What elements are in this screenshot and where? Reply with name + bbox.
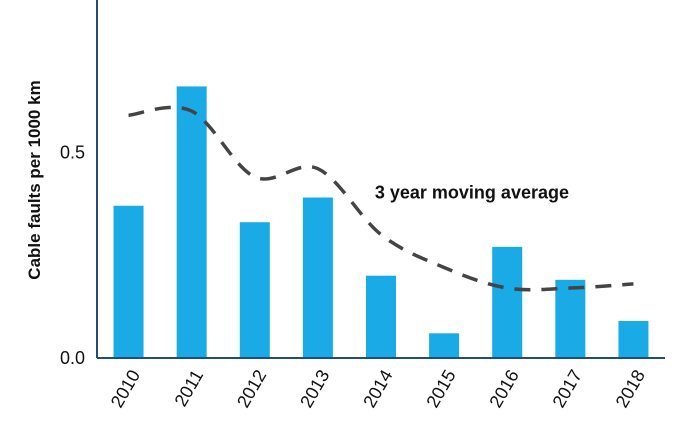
x-tick-label: 2018: [612, 366, 649, 411]
moving-average-line: [128, 105, 634, 292]
y-tick-label: 0.0: [60, 348, 85, 368]
x-tick-label: 2010: [107, 366, 144, 411]
x-tick-label: 2015: [422, 366, 459, 411]
y-axis-ticks: 0.0 0.5: [60, 142, 85, 368]
x-axis-ticks: 2010 2011 2012 2013 2014 2015 2016 2017 2018: [107, 366, 649, 411]
x-tick-label: 2014: [359, 366, 396, 411]
bar: [239, 222, 270, 358]
bar: [302, 197, 333, 358]
bar: [113, 205, 144, 358]
bar: [429, 333, 460, 358]
x-tick-label: 2016: [485, 366, 522, 411]
y-axis-label: Cable faults per 1000 km: [25, 80, 44, 279]
bar: [176, 86, 207, 359]
bar: [492, 246, 523, 358]
bar: [555, 279, 586, 358]
x-tick-label: 2012: [233, 366, 270, 411]
bar: [618, 320, 649, 358]
x-tick-label: 2013: [296, 366, 333, 411]
y-tick-label: 0.5: [60, 142, 85, 162]
x-tick-label: 2017: [549, 366, 586, 411]
bar-series: [113, 86, 649, 359]
moving-average-annotation: 3 year moving average: [375, 182, 569, 202]
bar: [366, 275, 396, 358]
x-tick-label: 2011: [171, 366, 208, 410]
